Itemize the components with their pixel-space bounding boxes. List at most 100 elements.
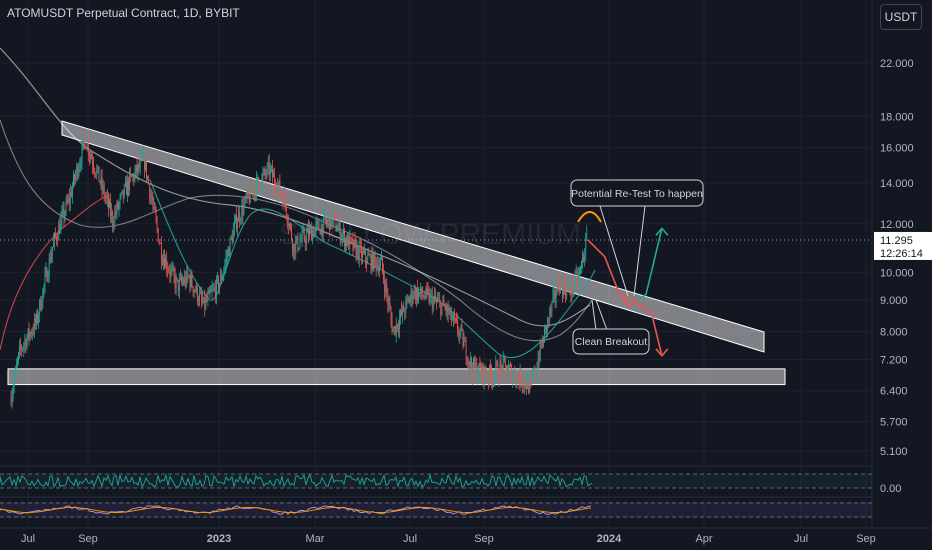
x-tick-label: 2024 bbox=[597, 533, 622, 545]
candle bbox=[312, 230, 314, 241]
candle bbox=[275, 184, 277, 192]
candle bbox=[122, 189, 124, 198]
candle bbox=[235, 215, 236, 222]
candle bbox=[196, 285, 198, 302]
candle bbox=[259, 182, 261, 189]
retest-callout-pointer bbox=[599, 205, 646, 297]
candle bbox=[64, 212, 66, 219]
candle bbox=[307, 228, 308, 234]
candle bbox=[241, 204, 243, 220]
candle bbox=[549, 308, 551, 320]
candle bbox=[206, 298, 208, 301]
candle bbox=[285, 205, 287, 217]
candle bbox=[231, 236, 233, 243]
candle bbox=[39, 299, 41, 315]
candle bbox=[481, 364, 483, 375]
candle bbox=[286, 216, 288, 224]
candle bbox=[220, 275, 222, 284]
candle bbox=[132, 175, 134, 177]
candle bbox=[394, 326, 396, 335]
candle bbox=[163, 258, 164, 263]
candle bbox=[110, 201, 111, 217]
candle bbox=[455, 318, 456, 320]
candle bbox=[553, 290, 555, 295]
candle bbox=[247, 191, 249, 196]
moving-average-50 bbox=[149, 179, 596, 359]
x-tick-label: Sep bbox=[474, 533, 494, 545]
candle bbox=[474, 358, 476, 367]
candle bbox=[478, 363, 480, 375]
candle bbox=[69, 192, 71, 203]
candle bbox=[462, 329, 464, 347]
candle bbox=[54, 233, 55, 242]
candle bbox=[279, 180, 281, 193]
candle bbox=[369, 255, 371, 257]
candle bbox=[25, 340, 27, 348]
candle bbox=[112, 211, 114, 225]
candle bbox=[176, 277, 178, 280]
candle bbox=[221, 275, 223, 280]
candle bbox=[36, 313, 37, 324]
candle bbox=[447, 305, 449, 314]
y-tick-label: 6.400 bbox=[880, 386, 908, 398]
candle bbox=[498, 377, 500, 379]
candle bbox=[398, 328, 399, 330]
candle bbox=[446, 305, 448, 312]
x-tick-label: Sep bbox=[856, 533, 876, 545]
candle bbox=[540, 341, 542, 347]
moving-average-200 bbox=[0, 47, 591, 327]
candle bbox=[368, 254, 370, 256]
candle bbox=[417, 288, 418, 300]
candle bbox=[533, 368, 535, 376]
candle bbox=[159, 243, 161, 245]
candle bbox=[102, 185, 104, 189]
candle bbox=[153, 203, 155, 205]
candle bbox=[213, 287, 215, 289]
candle bbox=[151, 195, 153, 201]
candle bbox=[358, 244, 360, 260]
y-tick-label: 14.000 bbox=[880, 178, 914, 190]
candle bbox=[250, 185, 252, 193]
candle bbox=[459, 331, 461, 336]
candle bbox=[389, 303, 391, 310]
candle bbox=[84, 141, 86, 149]
candle bbox=[32, 332, 34, 333]
candle bbox=[435, 295, 436, 301]
candle bbox=[80, 163, 82, 165]
candle bbox=[523, 380, 525, 387]
candle bbox=[191, 274, 193, 287]
candle bbox=[370, 255, 372, 270]
candle bbox=[567, 287, 569, 289]
candle bbox=[352, 239, 354, 250]
top-arc-marker bbox=[577, 211, 602, 223]
candle bbox=[202, 299, 204, 303]
candle bbox=[203, 297, 205, 303]
candle bbox=[61, 212, 63, 220]
candle bbox=[246, 191, 248, 199]
candle bbox=[339, 222, 341, 241]
candle bbox=[85, 148, 87, 150]
candle bbox=[530, 378, 532, 380]
candle bbox=[33, 318, 35, 333]
candle bbox=[575, 272, 577, 273]
candle bbox=[432, 298, 434, 309]
candle bbox=[31, 332, 33, 335]
candle bbox=[284, 193, 286, 206]
candle bbox=[166, 258, 168, 270]
candle bbox=[518, 378, 520, 385]
candle bbox=[180, 276, 181, 279]
candle bbox=[146, 160, 147, 179]
candle bbox=[528, 378, 529, 393]
candle bbox=[499, 362, 501, 379]
candle bbox=[205, 298, 207, 309]
candle bbox=[188, 276, 190, 278]
candle bbox=[373, 252, 375, 270]
candle bbox=[345, 238, 346, 247]
currency-button[interactable]: USDT bbox=[880, 4, 922, 30]
chart-title: ATOMUSDT Perpetual Contract, 1D, BYBIT bbox=[7, 6, 240, 20]
candle bbox=[269, 168, 271, 175]
candle bbox=[396, 323, 398, 329]
candle bbox=[480, 367, 482, 375]
candle bbox=[402, 306, 404, 315]
